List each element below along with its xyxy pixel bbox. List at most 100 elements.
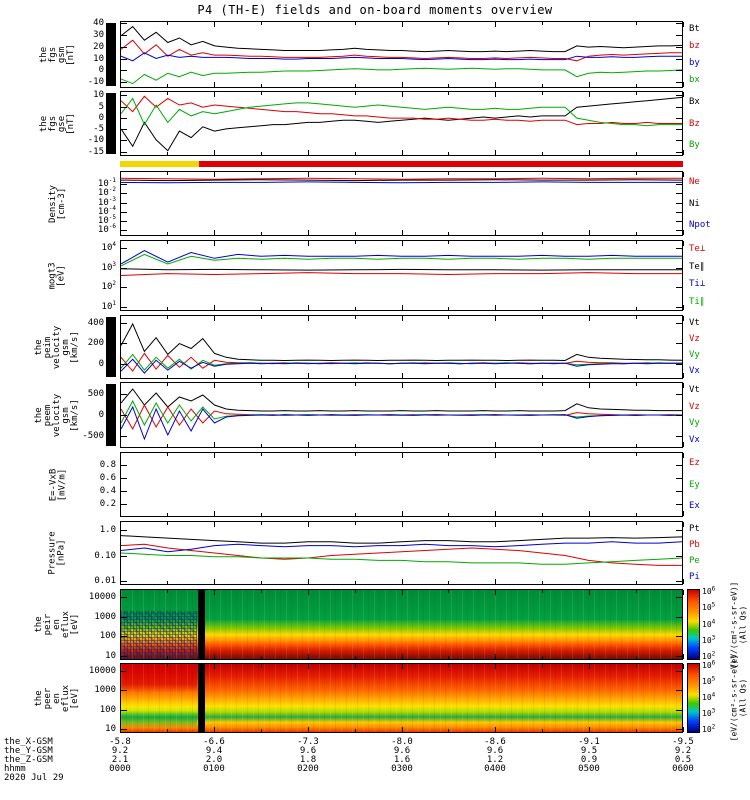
- vel-ion-legend-Vy: Vy: [689, 350, 700, 360]
- time-tick-label: 0300: [391, 764, 413, 774]
- time-tick: [683, 82, 684, 87]
- ele-spec-cb-tick: 104: [702, 691, 716, 702]
- time-tick: [495, 727, 496, 732]
- footer-value: 9.6: [393, 746, 411, 756]
- pressure-legend-Pe: Pe: [689, 556, 700, 566]
- time-tick: [636, 232, 637, 235]
- time-tick: [214, 383, 215, 388]
- ion-spec-ylabel-text: the peir en eflux [eV]: [34, 610, 81, 639]
- time-tick: [495, 150, 496, 155]
- time-tick: [167, 664, 168, 667]
- time-tick: [308, 579, 309, 584]
- time-tick: [683, 590, 684, 595]
- time-tick: [308, 442, 309, 447]
- ele-spec-colorbar: [687, 663, 700, 733]
- time-tick: [448, 522, 449, 525]
- y-tick: [676, 581, 682, 582]
- time-tick: [120, 664, 121, 669]
- fgs-gsm-legend-bz: bz: [689, 41, 700, 51]
- y-tick: [676, 394, 682, 395]
- time-tick: [120, 172, 121, 177]
- time-tick-label: 0500: [578, 764, 600, 774]
- time-tick: [261, 232, 262, 235]
- y-tick: [676, 287, 682, 288]
- time-tick: [636, 22, 637, 25]
- time-tick: [167, 172, 168, 175]
- temperature-ytick-label: 103: [101, 261, 116, 274]
- time-tick: [402, 150, 403, 155]
- density-ytick-label: 10-2: [97, 186, 116, 199]
- fgs-gsm-series-svg: [121, 25, 682, 85]
- time-tick: [542, 513, 543, 516]
- time-tick: [402, 92, 403, 97]
- y-tick: [121, 59, 127, 60]
- ele-spec-stripe: [198, 664, 206, 732]
- vel-ion-series-svg: [121, 322, 682, 374]
- time-tick: [214, 150, 215, 155]
- y-tick: [121, 394, 127, 395]
- time-tick: [120, 373, 121, 378]
- time-tick: [636, 241, 637, 244]
- time-tick: [542, 152, 543, 155]
- vel-ele-legend-Vz: Vz: [689, 402, 700, 412]
- y-tick: [676, 129, 682, 130]
- y-tick: [121, 656, 127, 657]
- time-tick: [355, 513, 356, 516]
- time-tick: [261, 513, 262, 516]
- time-tick: [495, 522, 496, 527]
- series-Ne: [121, 177, 682, 180]
- footer-value: -7.3: [297, 737, 319, 747]
- y-tick: [121, 268, 127, 269]
- time-tick: [167, 581, 168, 584]
- time-tick: [120, 22, 121, 27]
- time-tick: [308, 92, 309, 97]
- time-tick: [542, 241, 543, 244]
- y-tick: [676, 671, 682, 672]
- y-tick: [676, 184, 682, 185]
- time-tick: [214, 82, 215, 87]
- density-frame: [120, 171, 683, 236]
- time-tick: [261, 590, 262, 593]
- footer-value: 2.1: [111, 755, 129, 765]
- time-tick: [167, 656, 168, 659]
- fgs-gse-ylabel: the fgs gse [nT]: [39, 91, 76, 156]
- time-tick: [120, 230, 121, 235]
- y-tick: [121, 82, 127, 83]
- fgs-gse-legend-Bx: Bx: [689, 97, 700, 107]
- time-tick: [448, 375, 449, 378]
- y-tick: [121, 530, 127, 531]
- time-tick: [448, 92, 449, 95]
- y-tick: [676, 343, 682, 344]
- pressure-legend-Pb: Pb: [689, 540, 700, 550]
- time-tick: [120, 150, 121, 155]
- ele-spec-ytick-label: 10000: [88, 666, 116, 676]
- series-Vx: [121, 358, 682, 374]
- time-tick: [589, 590, 590, 595]
- time-tick: [683, 442, 684, 447]
- time-tick: [214, 522, 215, 527]
- time-tick: [308, 511, 309, 516]
- time-tick: [214, 92, 215, 97]
- ele-spec-bright-left: [121, 664, 197, 732]
- time-tick: [261, 152, 262, 155]
- footer-value: 9.4: [205, 746, 223, 756]
- time-tick: [683, 453, 684, 458]
- y-tick: [121, 465, 127, 466]
- time-tick: [448, 453, 449, 456]
- y-tick: [121, 184, 127, 185]
- time-tick: [167, 152, 168, 155]
- time-tick: [120, 241, 121, 246]
- y-tick: [121, 636, 127, 637]
- series-Pt: [121, 535, 682, 544]
- density-ytick-label: 10-6: [97, 223, 116, 236]
- ele-spec-cb-tick: 106: [702, 659, 716, 670]
- temperature-ytick-label: 101: [101, 300, 116, 313]
- footer-value: 0.5: [674, 755, 692, 765]
- time-tick: [448, 513, 449, 516]
- y-tick: [121, 415, 127, 416]
- y-tick: [676, 221, 682, 222]
- time-tick: [495, 511, 496, 516]
- y-tick: [676, 323, 682, 324]
- time-tick: [495, 82, 496, 87]
- time-tick: [542, 522, 543, 525]
